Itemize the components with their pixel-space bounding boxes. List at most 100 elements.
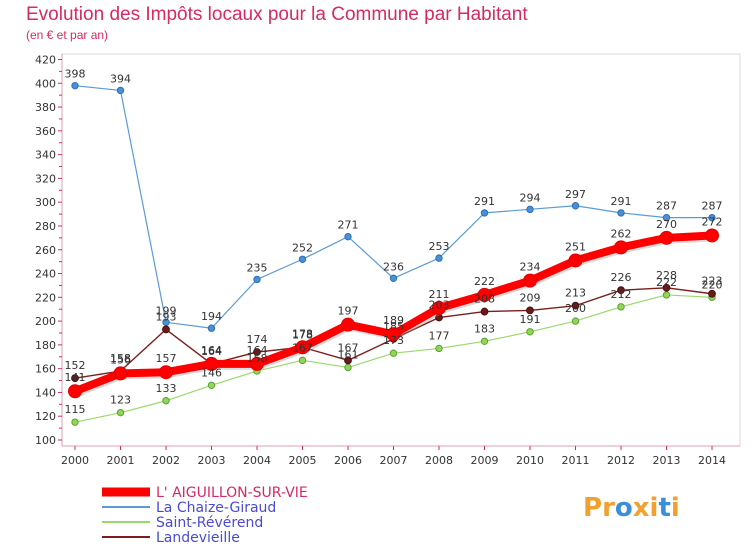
data-label-l-aiguillon-sur-vie: 189 [383,314,404,327]
x-tick-label: 2007 [380,454,408,467]
data-label-saint-r-v-rend: 123 [110,394,131,407]
series-point-saint-r-v-rend [71,418,79,426]
x-tick-label: 2009 [471,454,499,467]
y-tick-label: 400 [35,77,56,90]
legend-label: L' AIGUILLON-SUR-VIE [156,485,308,501]
series-point-l-aiguillon-sur-vie [295,340,310,355]
data-label-l-aiguillon-sur-vie: 270 [656,218,677,231]
series-point-saint-r-v-rend [162,397,170,405]
data-label-landevieille: 167 [338,341,359,354]
data-label-l-aiguillon-sur-vie: 234 [520,261,541,274]
data-label-l-aiguillon-sur-vie: 211 [429,288,450,301]
data-label-landevieille: 174 [247,333,268,346]
data-label-l-aiguillon-sur-vie: 197 [338,305,359,318]
series-point-saint-r-v-rend [662,291,671,299]
series-point-saint-r-v-rend [617,303,625,311]
series-point-landevieille [526,306,534,315]
series-point-la-chaize-giraud [617,209,625,217]
x-tick-label: 2013 [653,454,681,467]
series-point-landevieille [162,325,170,334]
data-label-landevieille: 208 [474,293,495,306]
series-point-la-chaize-giraud [71,81,79,90]
series-point-landevieille [662,283,671,292]
y-tick-label: 300 [35,196,56,209]
x-tick-label: 2012 [607,454,635,467]
data-label-la-chaize-giraud: 271 [338,219,359,232]
brand-letter: r [602,493,615,523]
data-label-la-chaize-giraud: 291 [474,195,495,208]
data-label-la-chaize-giraud: 287 [656,200,677,213]
series-point-la-chaize-giraud [344,232,352,241]
series-point-l-aiguillon-sur-vie [113,366,128,381]
series-point-saint-r-v-rend [298,356,307,365]
data-label-la-chaize-giraud: 394 [110,72,131,85]
y-tick-label: 340 [35,149,56,162]
data-label-la-chaize-giraud: 253 [429,240,450,253]
series-point-saint-r-v-rend [344,363,352,372]
series-point-l-aiguillon-sur-vie [568,253,583,268]
y-tick-label: 420 [35,54,56,67]
series-point-la-chaize-giraud [526,205,534,214]
proxiti-logo: Proxiti [583,493,680,523]
x-tick-label: 2014 [698,454,726,467]
y-tick-label: 100 [35,434,56,447]
series-point-la-chaize-giraud [571,202,580,210]
data-label-saint-r-v-rend: 177 [429,329,450,342]
brand-letter: t [658,493,670,523]
y-tick-label: 360 [35,125,56,138]
series-point-l-aiguillon-sur-vie [705,228,719,243]
series-point-l-aiguillon-sur-vie [386,327,401,342]
legend-label: Landevieille [156,530,240,546]
data-label-landevieille: 209 [520,291,541,304]
data-label-saint-r-v-rend: 115 [65,403,86,416]
x-tick-label: 2011 [562,454,590,467]
x-tick-label: 2000 [61,454,89,467]
x-tick-label: 2004 [243,454,271,467]
data-label-l-aiguillon-sur-vie: 251 [565,240,586,253]
series-point-l-aiguillon-sur-vie [159,365,173,380]
chart-title: Evolution des Impôts locaux pour la Comm… [26,4,528,25]
data-label-saint-r-v-rend: 173 [383,334,404,347]
legend-label: La Chaize-Giraud [156,500,276,516]
series-point-l-aiguillon-sur-vie [250,356,264,371]
data-label-landevieille: 203 [429,299,450,312]
series-point-la-chaize-giraud [708,213,716,222]
series-point-la-chaize-giraud [298,255,307,263]
data-label-landevieille: 223 [702,275,723,288]
series-point-l-aiguillon-sur-vie [614,240,628,255]
series-point-la-chaize-giraud [480,209,489,217]
series-point-l-aiguillon-sur-vie [432,301,446,316]
series-point-saint-r-v-rend [116,408,125,417]
series-point-l-aiguillon-sur-vie [68,384,82,399]
brand-letter: x [633,493,650,523]
data-label-l-aiguillon-sur-vie: 157 [156,352,177,365]
data-label-landevieille: 213 [565,287,586,300]
series-point-saint-r-v-rend [571,317,580,325]
y-tick-label: 220 [35,291,56,304]
y-tick-label: 260 [35,244,56,257]
brand-name: Proxiti [583,493,680,523]
x-tick-label: 2006 [334,454,362,467]
chart-subtitle: (en € et par an) [26,28,109,42]
series-point-saint-r-v-rend [526,328,534,336]
data-label-landevieille: 152 [65,359,86,372]
series-layer [68,81,719,426]
data-label-landevieille: 164 [201,345,222,358]
y-tick-label: 280 [35,220,56,233]
y-tick-label: 380 [35,101,56,114]
data-label-l-aiguillon-sur-vie: 141 [65,371,86,384]
series-point-landevieille [344,356,352,365]
data-label-landevieille: 178 [292,328,313,341]
data-label-landevieille: 158 [110,352,131,365]
series-point-landevieille [571,301,580,310]
series-point-la-chaize-giraud [662,213,671,222]
data-label-la-chaize-giraud: 199 [156,304,177,317]
y-tick-label: 320 [35,172,56,185]
y-tick-label: 180 [35,339,56,352]
data-label-l-aiguillon-sur-vie: 178 [292,327,313,340]
brand-letter: P [583,493,602,523]
data-label-la-chaize-giraud: 297 [565,188,586,201]
series-point-saint-r-v-rend [389,349,398,357]
